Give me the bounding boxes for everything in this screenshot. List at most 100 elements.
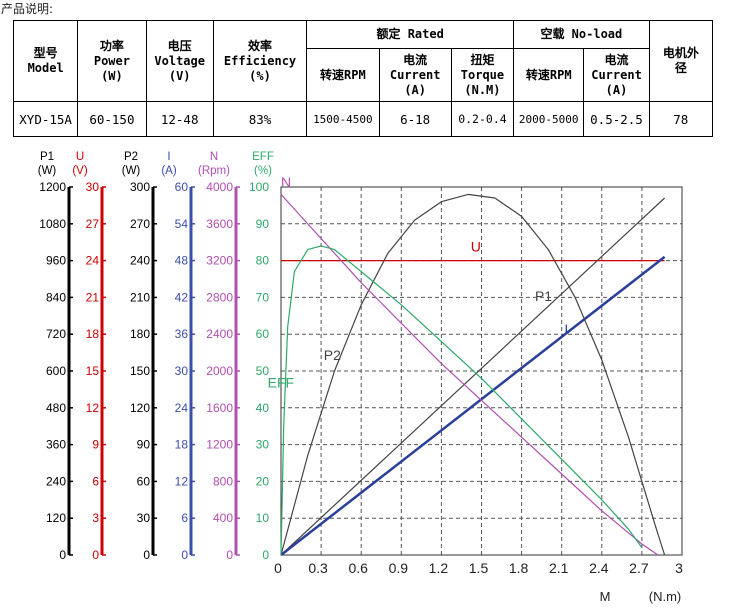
cell-efficiency: 83% <box>212 101 308 137</box>
axis-tick-label: 1200 <box>206 438 233 452</box>
axis-tick-label: 1080 <box>39 217 66 231</box>
axis-tick-label: 10 <box>256 511 270 525</box>
axis-tick-label: 42 <box>175 290 189 304</box>
efficiency-header: 效率 Efficiency (%) <box>212 20 308 102</box>
noload-group-header: 空载 No-load <box>513 20 650 49</box>
x-tick-label: 0 <box>274 560 282 576</box>
axis-tick-label: 840 <box>46 290 66 304</box>
cell-diameter: 78 <box>648 101 714 137</box>
series-label-p1: P1 <box>535 288 552 304</box>
cell-voltage: 12-48 <box>145 101 214 137</box>
axis-tick-label: 60 <box>256 327 270 341</box>
series-line-p1 <box>280 197 666 556</box>
axis-unit-i: (A) <box>161 165 177 177</box>
axis-tick-label: 50 <box>256 364 270 378</box>
axis-tick-label: 270 <box>130 217 150 231</box>
series-line-n <box>280 193 659 556</box>
axis-name-n: N <box>210 151 218 163</box>
x-tick-label: 2.4 <box>589 560 609 576</box>
axis-tick-label: 800 <box>213 474 233 488</box>
rated-torque-header: 扭矩 Torque (N.M) <box>450 48 515 102</box>
axis-tick-label: 400 <box>213 511 233 525</box>
axis-tick-label: 120 <box>46 511 66 525</box>
x-tick-label: 3 <box>675 560 683 576</box>
axis-name-eff: EFF <box>252 151 274 163</box>
x-tick-label: 2.1 <box>549 560 569 576</box>
noload-speed-header: 转速RPM <box>513 48 585 102</box>
axis-tick-label: 0 <box>262 548 269 562</box>
cell-rated-current: 6-18 <box>378 101 452 137</box>
axis-tick-label: 90 <box>137 438 151 452</box>
power-header: 功率 Power (W) <box>77 20 147 102</box>
axis-tick-label: 4000 <box>206 180 233 194</box>
axis-tick-label: 150 <box>130 364 150 378</box>
axis-unit-p1: (W) <box>38 165 57 177</box>
axis-tick-label: 12 <box>86 401 100 415</box>
axis-tick-label: 210 <box>130 290 150 304</box>
axis-tick-label: 30 <box>256 438 270 452</box>
series-line-eff <box>280 245 643 556</box>
axis-tick-label: 360 <box>46 438 66 452</box>
cell-noload-current: 0.5-2.5 <box>583 101 650 137</box>
axis-tick-label: 2400 <box>206 327 233 341</box>
axis-unit-p2: (W) <box>122 165 141 177</box>
axis-tick-label: 1200 <box>39 180 66 194</box>
caption: 产品说明: <box>1 2 54 16</box>
axis-tick-label: 3600 <box>206 217 233 231</box>
x-tick-label: 0.3 <box>308 560 328 576</box>
axis-tick-label: 0 <box>143 548 150 562</box>
axis-tick-label: 70 <box>256 290 270 304</box>
axis-tick-label: 18 <box>175 438 189 452</box>
performance-chart: 0 0.3 0.6 0.9 1.2 1.5 1.8 2.1 2.4 2.7 3 M (N.m) P1 (W)… <box>38 151 683 604</box>
spec-table: 型号 Model 功率 Power (W) 电压 Voltage (V) 效率 Effici… <box>12 20 714 137</box>
series-label-p2: P2 <box>324 347 341 363</box>
rated-current-header: 电流 Current (A) <box>378 48 452 102</box>
axis-tick-label: 600 <box>46 364 66 378</box>
x-tick-label: 1.2 <box>429 560 449 576</box>
x-tick-label: 2.7 <box>629 560 649 576</box>
axis-tick-label: 1600 <box>206 401 233 415</box>
axis-tick-label: 3200 <box>206 254 233 268</box>
axis-tick-label: 960 <box>46 254 66 268</box>
diameter-header: 电机外径 <box>648 20 714 102</box>
axis-tick-label: 40 <box>256 401 270 415</box>
axis-tick-label: 24 <box>86 254 100 268</box>
cell-noload-speed: 2000-5000 <box>513 101 585 137</box>
x-tick-label: 0.9 <box>389 560 409 576</box>
cell-rated-speed: 1500-4500 <box>306 101 380 137</box>
axis-tick-label: 12 <box>175 474 189 488</box>
series-line-i <box>280 255 666 556</box>
axis-name-p2: P2 <box>124 151 138 163</box>
axis-tick-label: 240 <box>46 474 66 488</box>
axis-tick-label: 100 <box>249 180 269 194</box>
axis-unit-u: (V) <box>72 165 88 177</box>
axis-tick-label: 120 <box>130 401 150 415</box>
axis-tick-label: 24 <box>175 401 189 415</box>
cell-rated-torque: 0.2-0.4 <box>450 101 515 137</box>
axis-tick-label: 720 <box>46 327 66 341</box>
axis-tick-label: 60 <box>137 474 151 488</box>
axis-tick-label: 0 <box>59 548 66 562</box>
axis-unit-n: (Rpm) <box>198 165 230 177</box>
voltage-header: 电压 Voltage (V) <box>145 20 214 102</box>
rated-group-header: 额定 Rated <box>306 20 515 49</box>
axis-name-u: U <box>76 151 84 163</box>
axis-tick-label: 27 <box>86 217 100 231</box>
axis-name-p1: P1 <box>40 151 54 163</box>
rated-speed-header: 转速RPM <box>306 48 380 102</box>
axis-tick-label: 0 <box>226 548 233 562</box>
series-label-i: I <box>564 321 568 337</box>
series-label-n: N <box>281 174 291 190</box>
x-tick-label: 1.5 <box>469 560 489 576</box>
axis-tick-label: 80 <box>256 254 270 268</box>
axis-tick-label: 30 <box>175 364 189 378</box>
x-tick-label: 0.6 <box>348 560 368 576</box>
series-label-u: U <box>471 238 481 254</box>
model-header: 型号 Model <box>12 20 79 102</box>
axis-tick-label: 240 <box>130 254 150 268</box>
x-tick-label: 1.8 <box>509 560 529 576</box>
cell-model: XYD-15A <box>12 101 79 137</box>
axis-tick-label: 6 <box>92 474 99 488</box>
axis-tick-label: 60 <box>175 180 189 194</box>
series-line-p2 <box>280 193 666 556</box>
